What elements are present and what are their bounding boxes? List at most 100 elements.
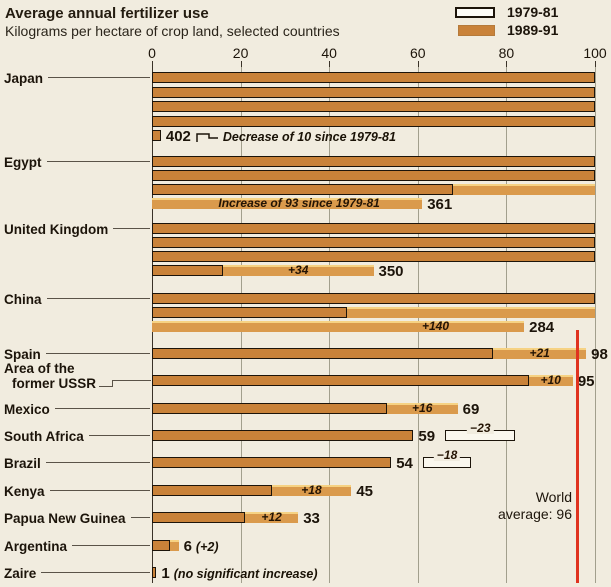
value-label-group: 284: [529, 319, 554, 336]
change-annotation: +34: [288, 263, 309, 277]
axis-tick-label: 20: [232, 45, 249, 61]
value-label: 33: [303, 510, 320, 527]
leader-line: [131, 517, 150, 518]
value-label: 1: [161, 565, 170, 582]
world-average-line2: average: 96: [498, 506, 572, 522]
leader-line: [112, 380, 151, 381]
country-label: Papua New Guinea: [4, 511, 126, 526]
country-label: Egypt: [4, 155, 42, 170]
value-label: 45: [356, 483, 374, 500]
change-annotation: +21: [529, 346, 550, 360]
leader-line: [112, 380, 113, 387]
leader-line: [46, 462, 150, 463]
country-label: former USSR: [12, 376, 97, 391]
bar-1979-81-extent: [152, 237, 595, 248]
change-annotation: +10: [540, 373, 561, 387]
leader-line: [55, 408, 150, 409]
value-label-group: 1 (no significant increase): [161, 565, 317, 582]
legend-label-1979-81: 1979-81: [507, 4, 559, 20]
country-label: Area of the: [4, 361, 75, 376]
chart-subtitle: Kilograms per hectare of crop land, sele…: [5, 23, 340, 39]
value-label-group: 350: [379, 263, 404, 280]
leader-line: [41, 572, 150, 573]
change-annotation: (+2): [195, 539, 219, 554]
bar-1979-81-extent: [152, 184, 454, 195]
leader-line: [50, 490, 150, 491]
change-annotation: −18: [433, 449, 461, 461]
country-label: China: [4, 292, 42, 307]
bar-1979-81-extent: [152, 101, 595, 112]
change-annotation: Decrease of 10 since 1979-81: [222, 129, 396, 144]
country-label: Spain: [4, 347, 41, 362]
axis-tick-label: 40: [321, 45, 337, 61]
value-label: 95: [577, 373, 595, 390]
value-label-group: 59: [418, 428, 435, 445]
change-annotation: +140: [422, 319, 450, 333]
change-annotation: +16: [412, 401, 433, 415]
bar-1989-91: [152, 265, 374, 276]
value-label: 54: [396, 455, 413, 472]
value-label: 59: [418, 428, 436, 445]
bar-1979-81-extent: [152, 223, 595, 234]
bar-1979-81-extent: [152, 72, 595, 83]
bar-1979-81-extent: [152, 130, 161, 141]
legend-swatch-1989-91: [458, 25, 495, 36]
axis-tick: [152, 61, 153, 67]
value-label: 69: [462, 401, 480, 418]
bar-1979-81-extent: [152, 265, 223, 276]
change-annotation: Increase of 93 since 1979-81: [218, 196, 380, 210]
country-label: Kenya: [4, 484, 45, 499]
bar-1979-81-extent: [152, 430, 414, 441]
leader-line: [47, 161, 150, 162]
bar-1979-81-extent: [152, 485, 272, 496]
bar-1979-81-extent: [152, 156, 595, 167]
country-label: Japan: [4, 71, 44, 86]
bar-1979-81-extent: [152, 375, 529, 386]
country-label: Zaire: [4, 566, 37, 581]
bar-1989-91: [152, 307, 595, 318]
axis-tick-label: 100: [583, 45, 607, 61]
value-label-group: 6 (+2): [184, 538, 219, 555]
value-label: 402: [165, 128, 191, 145]
bar-1979-81-extent: [152, 348, 494, 359]
value-label: 98: [591, 346, 608, 363]
axis-tick: [240, 61, 242, 67]
value-label: 6: [183, 538, 192, 555]
bar-1979-81-extent: [152, 115, 595, 127]
axis-tick-label: 0: [148, 45, 156, 61]
axis-tick: [417, 61, 419, 67]
bar-1979-81-extent: [152, 403, 387, 414]
value-label-group: 33: [303, 510, 320, 527]
change-annotation: (no significant increase): [173, 566, 318, 581]
value-label: 284: [529, 319, 555, 336]
country-label: South Africa: [4, 429, 84, 444]
leader-line: [113, 228, 150, 229]
bar-1979-81-extent: [152, 86, 595, 98]
value-label-group: 361: [427, 196, 452, 213]
value-label: 350: [378, 263, 404, 280]
leader-line: [47, 298, 150, 299]
bar-1989-91: [152, 321, 525, 332]
bar-1979-81-extent: [152, 307, 347, 318]
world-average-label: World average: 96: [420, 489, 572, 523]
axis-tick-label: 80: [498, 45, 515, 61]
chart-title: Average annual fertilizer use: [5, 5, 209, 22]
gridline: [595, 67, 596, 583]
value-label-group: 54: [396, 455, 413, 472]
axis-tick: [329, 61, 331, 67]
value-label-group: 95: [578, 373, 595, 390]
value-label-group: 402 Decrease of 10 since 1979-81: [166, 128, 396, 145]
value-label-group: 98: [591, 346, 608, 363]
country-label: Brazil: [4, 456, 41, 471]
decrease-bracket-icon: [196, 132, 218, 142]
bar-1979-81-extent: [152, 540, 170, 551]
bar-1979-81-extent: [152, 251, 595, 262]
leader-line: [46, 353, 150, 354]
bar-1979-81-extent: [152, 512, 246, 523]
legend-label-1989-91: 1989-91: [507, 22, 559, 38]
bar-1989-91: [152, 198, 423, 209]
country-label: Mexico: [4, 402, 50, 417]
world-average-line1: World: [535, 489, 572, 505]
country-label: United Kingdom: [4, 222, 109, 237]
